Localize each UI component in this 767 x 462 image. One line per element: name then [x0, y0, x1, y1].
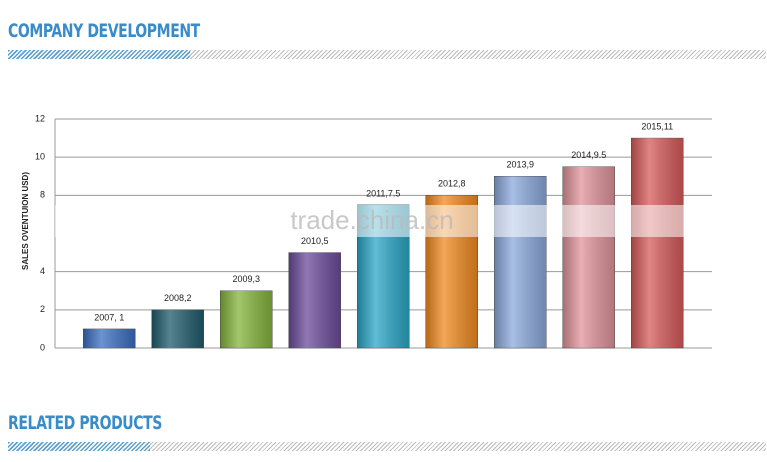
data-label: 2011,7.5 [366, 188, 400, 198]
data-label: 2013,9 [506, 160, 534, 170]
divider [8, 442, 766, 451]
data-label: 2007, 1 [94, 312, 124, 322]
y-axis-label: ION USD) [21, 172, 30, 208]
data-label: 2009,3 [232, 274, 260, 284]
data-label: 2012,8 [438, 179, 466, 189]
section-title: RELATED PRODUCTS [8, 412, 162, 434]
watermark-band [55, 205, 742, 237]
bar-shade [494, 176, 547, 348]
bar-shade [631, 138, 684, 348]
bar-shade [83, 328, 136, 348]
divider-accent [8, 50, 190, 59]
divider [8, 50, 766, 59]
y-tick-label: 10 [35, 152, 45, 162]
watermark: trade.china.cn [290, 205, 453, 235]
bar-shade [220, 290, 273, 348]
y-tick-label: 0 [40, 342, 45, 352]
y-axis-label: SALES OVENTU [21, 208, 30, 270]
bar-shade [562, 166, 615, 348]
bar-shade [151, 309, 204, 348]
y-tick-label: 2 [40, 304, 45, 314]
data-label: 2014,9.5 [571, 150, 606, 160]
data-label: 2015,11 [641, 121, 673, 131]
data-label: 2008,2 [164, 293, 192, 303]
y-tick-label: 12 [35, 113, 45, 123]
y-tick-label: 8 [40, 190, 45, 200]
y-tick-label: 4 [40, 266, 45, 276]
divider-accent [8, 442, 150, 451]
bar-shade [288, 252, 341, 348]
data-label: 2010,5 [301, 236, 329, 246]
section-title: COMPANY DEVELOPMENT [8, 20, 200, 42]
